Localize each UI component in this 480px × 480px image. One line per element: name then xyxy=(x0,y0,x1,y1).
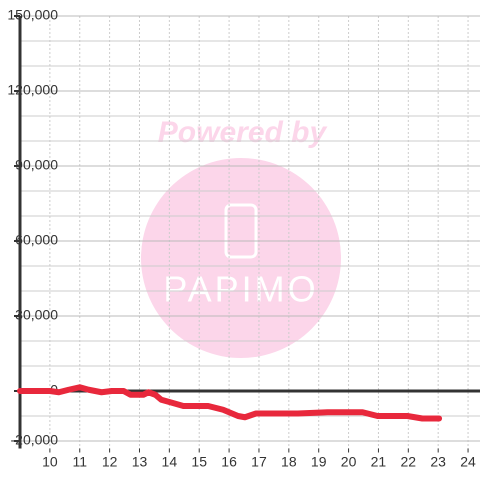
x-tick-label: 20 xyxy=(341,454,357,470)
x-tick-label: 10 xyxy=(42,454,58,470)
y-tick-label: -20,000 xyxy=(11,432,59,448)
y-tick-label: 30,000 xyxy=(15,307,58,323)
watermark-logo: PAPIMO xyxy=(163,269,318,310)
x-tick-label: 24 xyxy=(460,454,476,470)
y-tick-label: 90,000 xyxy=(15,157,58,173)
x-tick-label: 15 xyxy=(191,454,207,470)
x-tick-label: 21 xyxy=(371,454,387,470)
x-tick-label: 23 xyxy=(430,454,446,470)
watermark-icon xyxy=(224,203,258,259)
y-tick-label: 60,000 xyxy=(15,232,58,248)
x-tick-label: 22 xyxy=(401,454,417,470)
y-tick-label: 150,000 xyxy=(7,7,58,23)
y-tick-label: 120,000 xyxy=(7,82,58,98)
x-tick-label: 12 xyxy=(102,454,118,470)
watermark-text: Powered by xyxy=(158,116,328,149)
x-tick-label: 13 xyxy=(132,454,148,470)
x-tick-label: 16 xyxy=(221,454,237,470)
x-tick-label: 19 xyxy=(311,454,327,470)
x-tick-label: 18 xyxy=(281,454,297,470)
x-tick-label: 17 xyxy=(251,454,267,470)
x-tick-label: 11 xyxy=(72,454,87,470)
x-tick-label: 14 xyxy=(162,454,178,470)
data-line xyxy=(17,384,443,422)
